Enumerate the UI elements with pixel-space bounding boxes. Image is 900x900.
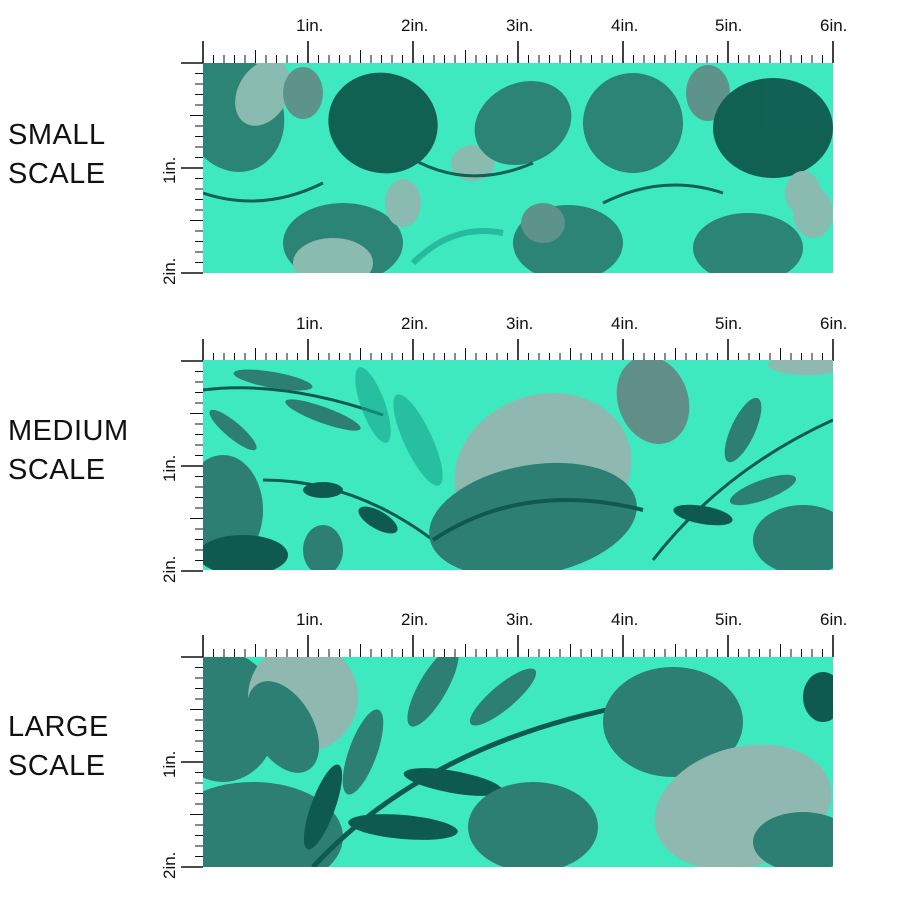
ruler-label-5in: 5in.	[715, 610, 743, 629]
leaf-pattern-medium	[203, 360, 833, 570]
ruler-side-label-2in: 2in.	[160, 851, 179, 879]
ruler-ticks	[181, 339, 834, 572]
fabric-swatch-medium	[203, 360, 833, 570]
ruler-label-6in: 6in.	[820, 314, 848, 333]
panel-small-scale: SMALL SCALE 1in. 2in. 3in. 4in. 5in. 6in…	[0, 0, 900, 285]
ruler-horizontal: 1in. 2in. 3in. 4in. 5in. 6in.	[0, 312, 900, 372]
fabric-swatch-small	[203, 63, 833, 273]
scale-label-line1: SMALL	[8, 119, 106, 151]
scale-label-line1: MEDIUM	[8, 415, 129, 447]
leaf-group	[203, 63, 833, 273]
ruler-label-4in: 4in.	[611, 16, 639, 35]
ruler-label-1in: 1in.	[296, 610, 324, 629]
ruler-ticks	[181, 41, 834, 274]
leaf-pattern-large	[203, 657, 833, 867]
scale-label-line2: SCALE	[8, 454, 106, 486]
ruler-side-label-1in: 1in.	[160, 454, 179, 482]
ruler-label-6in: 6in.	[820, 16, 848, 35]
ruler-label-5in: 5in.	[715, 314, 743, 333]
ruler-side-label-2in: 2in.	[160, 555, 179, 583]
scale-label: SMALL SCALE	[8, 116, 106, 194]
ruler-ticks	[181, 635, 834, 868]
ruler-horizontal: 1in. 2in. 3in. 4in. 5in. 6in.	[0, 14, 900, 74]
ruler-label-4in: 4in.	[611, 610, 639, 629]
ruler-label-6in: 6in.	[820, 610, 848, 629]
ruler-side-label-2in: 2in.	[160, 257, 179, 285]
ruler-horizontal: 1in. 2in. 3in. 4in. 5in. 6in.	[0, 608, 900, 668]
scale-label: LARGE SCALE	[8, 708, 109, 786]
panel-large-scale: LARGE SCALE 1in. 2in. 3in. 4in. 5in. 6in…	[0, 594, 900, 879]
ruler-label-2in: 2in.	[401, 16, 429, 35]
leaf-pattern-small	[203, 63, 833, 273]
ruler-label-3in: 3in.	[506, 314, 534, 333]
ruler-side-label-1in: 1in.	[160, 156, 179, 184]
ruler-label-3in: 3in.	[506, 16, 534, 35]
ruler-label-4in: 4in.	[611, 314, 639, 333]
scale-label: MEDIUM SCALE	[8, 412, 129, 490]
ruler-side-label-1in: 1in.	[160, 750, 179, 778]
panel-medium-scale: MEDIUM SCALE 1in. 2in. 3in. 4in. 5in. 6i…	[0, 298, 900, 583]
scale-label-line2: SCALE	[8, 158, 106, 190]
ruler-label-1in: 1in.	[296, 16, 324, 35]
scale-label-line2: SCALE	[8, 750, 106, 782]
scale-label-line1: LARGE	[8, 711, 109, 743]
ruler-label-2in: 2in.	[401, 314, 429, 333]
ruler-label-3in: 3in.	[506, 610, 534, 629]
ruler-label-5in: 5in.	[715, 16, 743, 35]
ruler-label-1in: 1in.	[296, 314, 324, 333]
fabric-swatch-large	[203, 657, 833, 867]
ruler-label-2in: 2in.	[401, 610, 429, 629]
